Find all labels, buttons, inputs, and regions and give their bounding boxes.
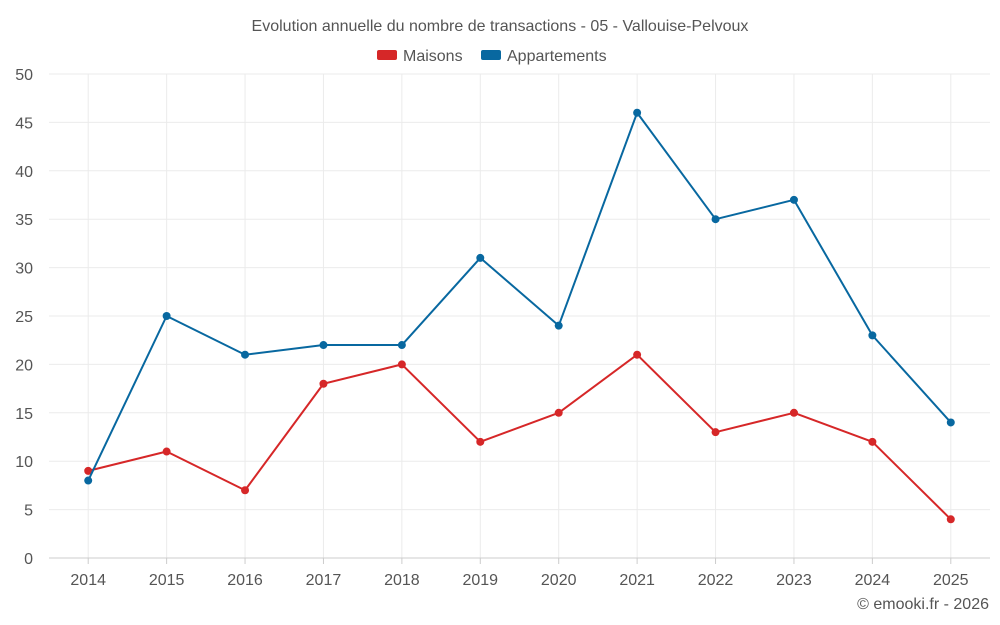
y-tick-label: 20 — [15, 357, 33, 374]
data-point-maisons — [554, 408, 563, 417]
data-point-appartements — [84, 476, 93, 485]
x-tick-label: 2023 — [776, 572, 812, 589]
data-point-appartements — [946, 418, 955, 427]
data-point-appartements — [789, 195, 798, 204]
x-tick-label: 2019 — [462, 572, 498, 589]
data-point-maisons — [241, 486, 250, 495]
legend-item-appartements[interactable]: Appartements — [481, 48, 607, 65]
x-tick-label: 2022 — [698, 572, 734, 589]
y-tick-label: 50 — [15, 67, 33, 84]
data-point-maisons — [789, 408, 798, 417]
y-tick-label: 10 — [15, 454, 33, 471]
x-tick-label: 2017 — [306, 572, 342, 589]
data-point-appartements — [319, 341, 328, 350]
credit-text: © emooki.fr - 2026 — [857, 596, 989, 613]
x-tick-label: 2024 — [855, 572, 891, 589]
legend: Maisons Appartements — [377, 48, 607, 65]
data-point-appartements — [476, 253, 485, 262]
legend-label-appartements: Appartements — [507, 48, 607, 65]
data-point-maisons — [319, 379, 328, 388]
data-point-appartements — [868, 331, 877, 340]
data-point-appartements — [554, 321, 563, 330]
y-tick-label: 15 — [15, 406, 33, 423]
y-tick-label: 45 — [15, 115, 33, 132]
x-tick-label: 2014 — [70, 572, 106, 589]
data-point-appartements — [711, 215, 720, 224]
y-tick-label: 25 — [15, 309, 33, 326]
data-point-maisons — [868, 437, 877, 446]
y-tick-label: 40 — [15, 164, 33, 181]
y-tick-label: 30 — [15, 261, 33, 278]
data-point-maisons — [162, 447, 171, 456]
data-point-maisons — [711, 428, 720, 437]
data-point-maisons — [633, 350, 642, 359]
data-point-appartements — [162, 312, 171, 320]
gridlines — [49, 73, 990, 558]
data-point-maisons — [84, 466, 93, 475]
x-tick-label: 2015 — [149, 572, 185, 589]
chart-title: Evolution annuelle du nombre de transact… — [252, 18, 749, 35]
legend-item-maisons[interactable]: Maisons — [377, 48, 463, 65]
y-tick-label: 5 — [24, 503, 33, 520]
data-point-maisons — [946, 515, 955, 524]
data-point-appartements — [633, 108, 642, 117]
y-tick-label: 0 — [24, 551, 33, 568]
series-line-maisons — [87, 353, 952, 520]
x-tick-label: 2016 — [227, 572, 263, 589]
series-line-appartements — [87, 111, 952, 481]
y-tick-label: 35 — [15, 212, 33, 229]
x-tick-label: 2025 — [933, 572, 969, 589]
x-tick-label: 2018 — [384, 572, 420, 589]
legend-swatch-appartements — [481, 50, 501, 60]
x-tick-label: 2020 — [541, 572, 577, 589]
legend-swatch-maisons — [377, 50, 397, 60]
data-point-maisons — [397, 360, 406, 369]
series — [84, 108, 955, 524]
data-point-maisons — [476, 437, 485, 446]
legend-label-maisons: Maisons — [403, 48, 463, 65]
x-tick-label: 2021 — [619, 572, 655, 589]
data-point-appartements — [241, 350, 250, 359]
data-point-appartements — [397, 341, 406, 350]
